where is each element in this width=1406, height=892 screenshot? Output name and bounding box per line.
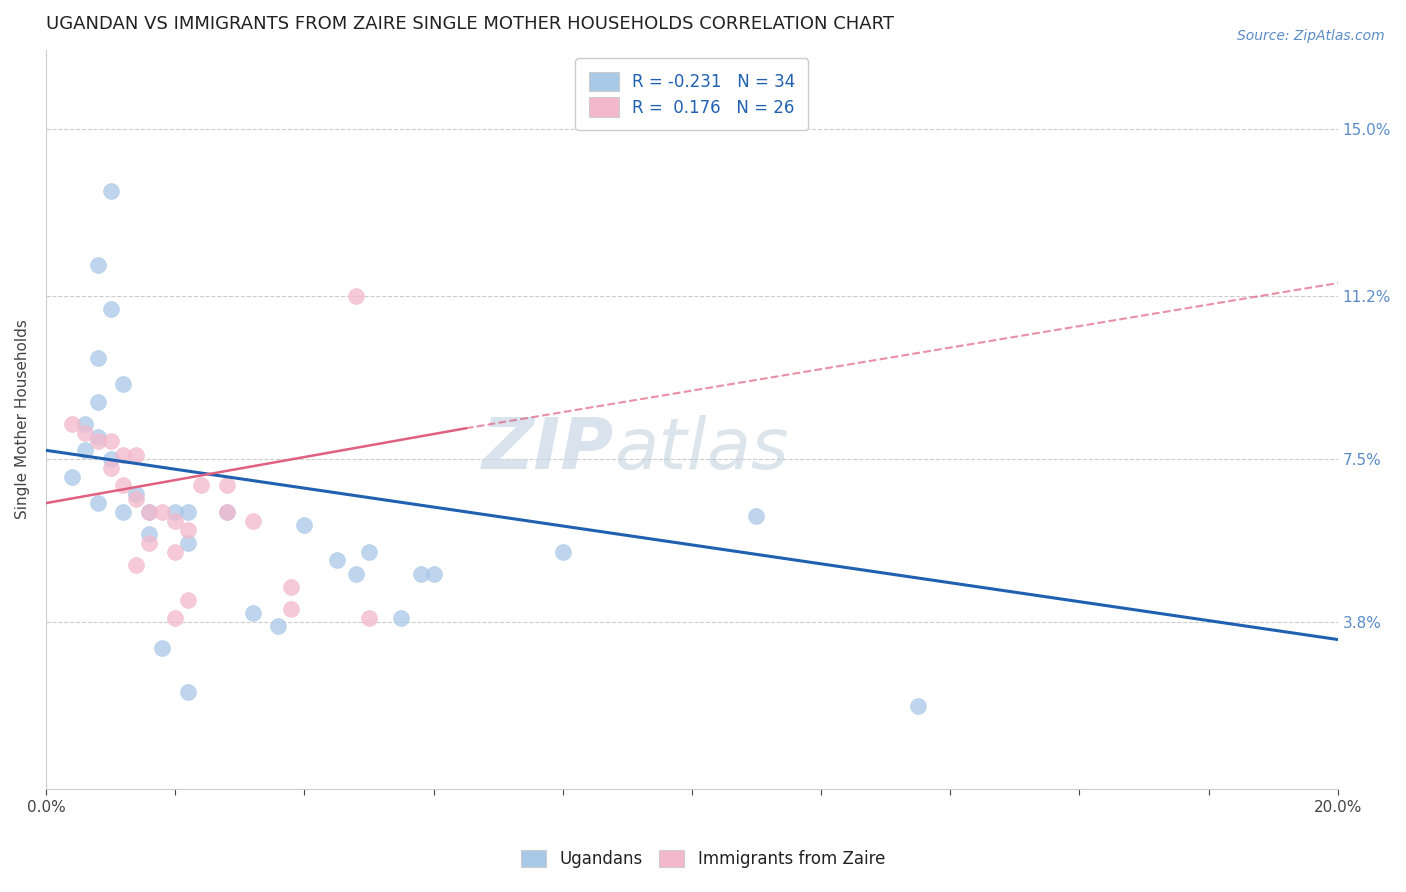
Point [150, 505, 173, 519]
Point [165, 514, 187, 528]
Text: ZIP: ZIP [482, 415, 614, 483]
Text: Source: ZipAtlas.com: Source: ZipAtlas.com [1237, 29, 1385, 43]
Point [125, 487, 148, 501]
Point [138, 505, 160, 519]
Point [112, 505, 135, 519]
Point [100, 452, 122, 467]
Point [165, 610, 187, 624]
Point [280, 580, 302, 594]
Point [215, 505, 238, 519]
Point [745, 509, 768, 524]
Point [242, 606, 264, 620]
Point [267, 619, 290, 633]
Point [73, 443, 96, 458]
Point [86, 430, 108, 444]
Point [112, 448, 135, 462]
Point [344, 289, 367, 303]
Point [112, 377, 135, 392]
Point [150, 641, 173, 656]
Point [177, 593, 200, 607]
Point [112, 478, 135, 492]
Point [215, 478, 238, 492]
Point [280, 601, 302, 615]
Point [138, 535, 160, 549]
Point [165, 505, 187, 519]
Text: UGANDAN VS IMMIGRANTS FROM ZAIRE SINGLE MOTHER HOUSEHOLDS CORRELATION CHART: UGANDAN VS IMMIGRANTS FROM ZAIRE SINGLE … [46, 15, 894, 33]
Point [190, 478, 212, 492]
Point [357, 610, 380, 624]
Point [73, 425, 96, 440]
Point [389, 610, 412, 624]
Point [100, 434, 122, 449]
Legend: R = -0.231   N = 34, R =  0.176   N = 26: R = -0.231 N = 34, R = 0.176 N = 26 [575, 58, 808, 130]
Point [86, 259, 108, 273]
Point [344, 566, 367, 581]
Point [325, 553, 347, 567]
Point [551, 544, 574, 558]
Point [100, 184, 122, 198]
Point [60, 469, 83, 483]
Legend: Ugandans, Immigrants from Zaire: Ugandans, Immigrants from Zaire [515, 843, 891, 875]
Point [177, 505, 200, 519]
Point [125, 448, 148, 462]
Point [177, 535, 200, 549]
Point [125, 558, 148, 572]
Point [242, 514, 264, 528]
Point [422, 566, 444, 581]
Point [907, 698, 929, 713]
Point [100, 302, 122, 317]
Point [215, 505, 238, 519]
Point [86, 496, 108, 510]
Point [177, 523, 200, 537]
Point [165, 544, 187, 558]
Point [138, 527, 160, 541]
Text: atlas: atlas [614, 415, 789, 483]
Point [86, 434, 108, 449]
Point [409, 566, 432, 581]
Point [73, 417, 96, 431]
Y-axis label: Single Mother Households: Single Mother Households [15, 319, 30, 519]
Point [138, 505, 160, 519]
Point [86, 351, 108, 365]
Point [86, 395, 108, 409]
Point [100, 461, 122, 475]
Point [357, 544, 380, 558]
Point [177, 685, 200, 699]
Point [292, 518, 315, 533]
Point [125, 491, 148, 506]
Point [60, 417, 83, 431]
